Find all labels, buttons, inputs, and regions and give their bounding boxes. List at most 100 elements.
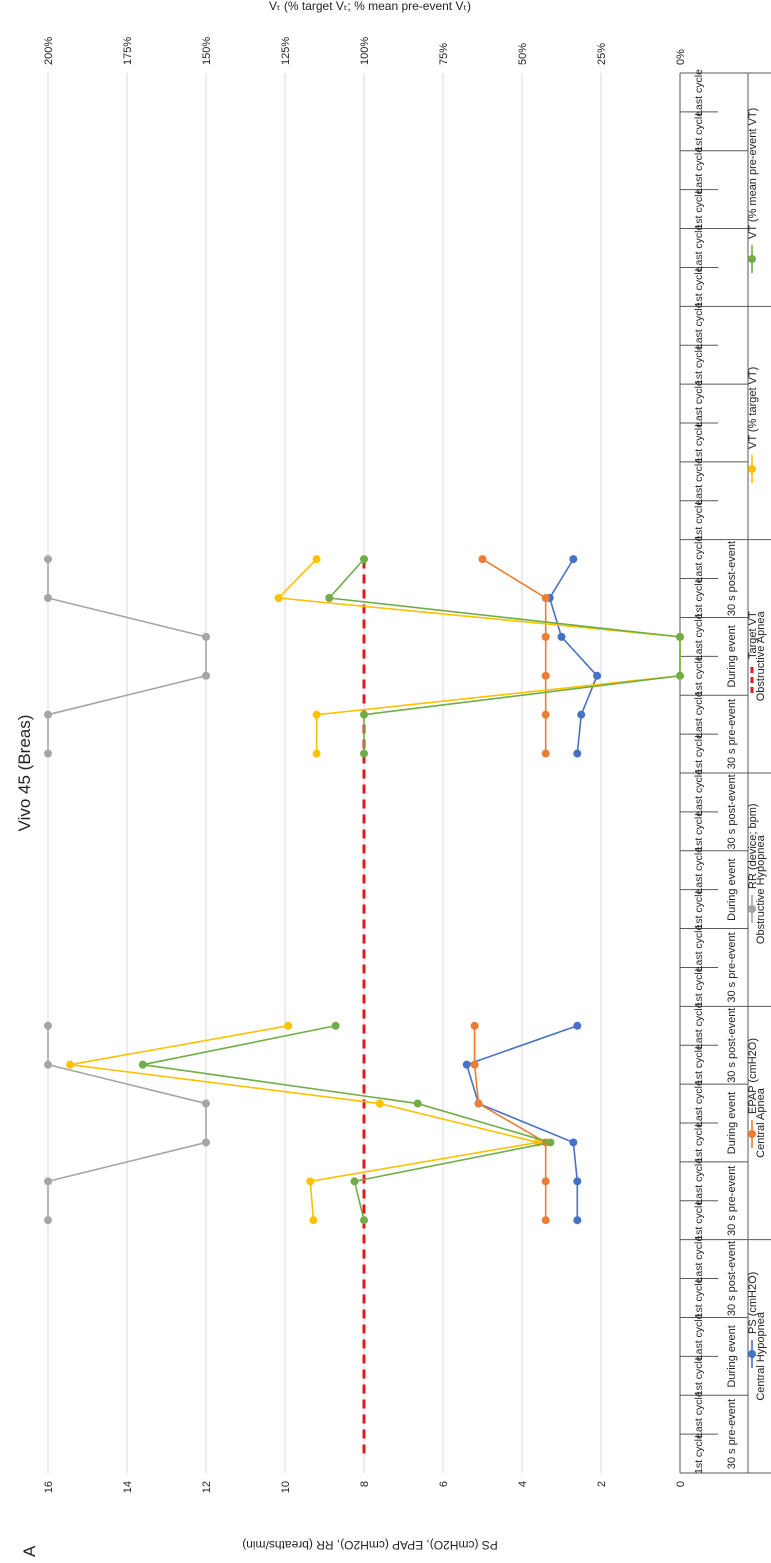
right-tick-label: 100% bbox=[359, 37, 371, 65]
category-label: Last cycle bbox=[693, 1391, 705, 1438]
right-tick-label: 175% bbox=[122, 37, 134, 65]
category-label: Last cycle bbox=[693, 613, 705, 660]
category-label: 1st cycle bbox=[693, 1044, 705, 1085]
data-point bbox=[44, 555, 52, 564]
series-line bbox=[47, 1025, 207, 1221]
series-line bbox=[47, 559, 207, 754]
data-point bbox=[44, 1021, 52, 1030]
category-label: 1st cycle bbox=[693, 811, 705, 852]
category-label: 1st cycle bbox=[693, 1355, 705, 1396]
category-label: 1st cycle bbox=[693, 189, 705, 230]
data-point bbox=[573, 1021, 582, 1030]
data-point bbox=[573, 1216, 582, 1225]
series-rr-device-bpm bbox=[44, 555, 210, 1225]
left-tick-label: 10 bbox=[280, 1481, 292, 1493]
legend-marker bbox=[748, 1130, 756, 1138]
data-point bbox=[202, 1099, 210, 1108]
chart-title: Vivo 45 (Breas) bbox=[15, 715, 34, 832]
data-point bbox=[284, 1021, 293, 1030]
data-point bbox=[541, 710, 550, 719]
left-tick-label: 4 bbox=[517, 1481, 529, 1487]
phase-label: During event bbox=[726, 1325, 738, 1387]
right-tick-label: 150% bbox=[201, 37, 213, 65]
data-point bbox=[573, 749, 582, 758]
legend-item: Target VT bbox=[747, 611, 759, 693]
category-label: 1st cycle bbox=[693, 344, 705, 385]
category-label: Last cycle bbox=[693, 536, 705, 583]
data-point bbox=[138, 1060, 147, 1069]
right-tick-label: 50% bbox=[517, 43, 529, 65]
data-point bbox=[312, 749, 321, 758]
category-label: 1st cycle bbox=[693, 655, 705, 696]
data-point bbox=[541, 632, 550, 641]
data-point bbox=[557, 632, 566, 641]
category-label: 1st cycle bbox=[693, 1200, 705, 1241]
data-point bbox=[470, 1060, 479, 1069]
data-point bbox=[44, 1177, 52, 1186]
phase-label: During event bbox=[726, 625, 738, 687]
category-label: Last cycle bbox=[693, 924, 705, 971]
event-label: Obstructive Apnea bbox=[755, 611, 767, 702]
data-point bbox=[360, 710, 368, 719]
right-tick-label: 75% bbox=[438, 43, 450, 65]
left-axis-ticks: 0 2 4 6 8 10 12 14 16 bbox=[43, 1481, 687, 1493]
series-line bbox=[473, 1025, 547, 1221]
category-label: 1st cycle bbox=[693, 889, 705, 930]
data-point bbox=[312, 555, 321, 564]
category-label: Last cycle bbox=[693, 224, 705, 271]
left-tick-label: 8 bbox=[359, 1481, 371, 1487]
category-label: Last cycle bbox=[693, 691, 705, 738]
data-point bbox=[676, 671, 684, 680]
legend-item: RR (device; bpm) bbox=[747, 803, 759, 923]
data-point bbox=[66, 1060, 75, 1069]
data-point bbox=[44, 749, 52, 758]
series-line bbox=[482, 558, 547, 754]
data-point bbox=[360, 749, 368, 758]
category-label: 1st cycle bbox=[693, 966, 705, 1007]
category-label: 1st cycle bbox=[693, 733, 705, 774]
event-label: Obstructive Hypopnea bbox=[755, 834, 767, 944]
legend-marker bbox=[748, 465, 756, 473]
series-vt-mean-pre-event-vt bbox=[138, 555, 684, 1225]
data-point bbox=[312, 710, 321, 719]
data-point bbox=[577, 710, 586, 719]
category-label: Last cycle bbox=[693, 302, 705, 349]
series-line bbox=[548, 558, 598, 754]
series-epap-cmh2o bbox=[470, 555, 550, 1225]
left-tick-label: 2 bbox=[596, 1481, 608, 1487]
data-point bbox=[325, 594, 334, 602]
data-point bbox=[541, 1216, 550, 1225]
data-point bbox=[44, 1060, 52, 1069]
panel-label: A bbox=[20, 1545, 39, 1557]
legend-marker bbox=[748, 1350, 756, 1358]
data-point bbox=[202, 1138, 210, 1147]
category-label: Last cycle bbox=[693, 1002, 705, 1049]
series-line bbox=[465, 1025, 579, 1221]
category-label: Last cycle bbox=[693, 458, 705, 505]
data-point bbox=[462, 1060, 471, 1069]
data-point bbox=[44, 1216, 52, 1225]
category-label: Last cycle bbox=[693, 1080, 705, 1127]
category-label: 1st cycle bbox=[693, 1433, 705, 1474]
data-point bbox=[350, 1177, 359, 1186]
left-tick-label: 14 bbox=[122, 1481, 134, 1493]
phase-label: 30 s post-event bbox=[726, 774, 738, 849]
data-point bbox=[593, 671, 602, 680]
category-label: Last cycle bbox=[693, 1158, 705, 1205]
data-point bbox=[541, 594, 550, 602]
phase-label: 30 s pre-event bbox=[726, 1399, 738, 1469]
data-point bbox=[331, 1021, 340, 1030]
series-line bbox=[327, 558, 681, 754]
category-label: Last cycle bbox=[693, 380, 705, 427]
left-axis-label: PS (cmH2O), EPAP (cmH2O), RR (breaths/mi… bbox=[242, 1538, 498, 1552]
right-tick-label: 125% bbox=[280, 37, 292, 65]
right-tick-label: 200% bbox=[43, 37, 55, 65]
legend-label: Target VT bbox=[747, 611, 759, 659]
legend-label: VT (% mean pre-event VT) bbox=[747, 108, 759, 239]
phase-label: 30 s post-event bbox=[726, 1241, 738, 1316]
data-point bbox=[478, 555, 487, 564]
event-label: Central Hypopnea bbox=[755, 1311, 767, 1401]
